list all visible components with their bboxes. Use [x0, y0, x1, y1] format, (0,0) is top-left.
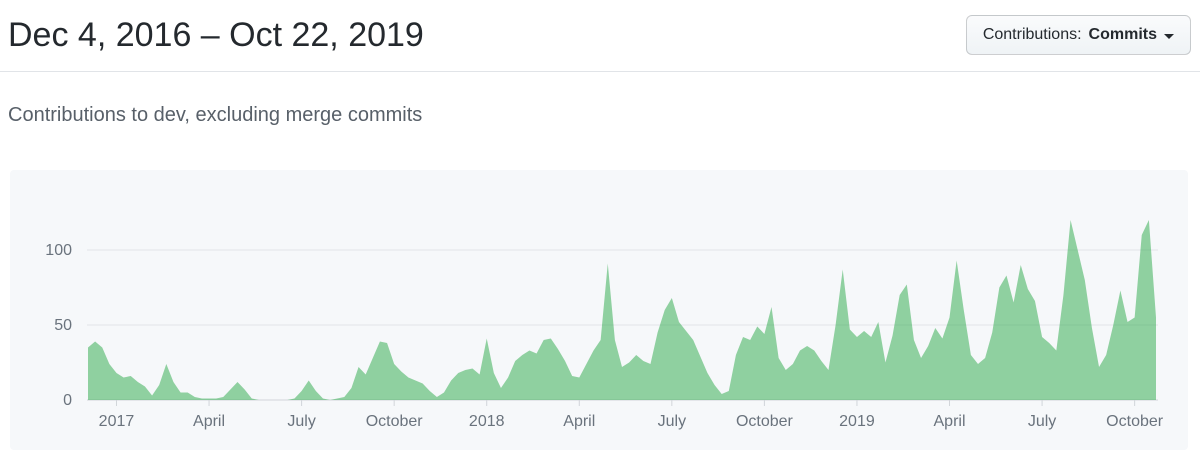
page-title: Dec 4, 2016 – Oct 22, 2019 — [8, 16, 424, 54]
filter-button-label: Contributions: — [982, 26, 1082, 43]
chevron-down-icon — [1164, 33, 1174, 39]
x-axis-label: April — [193, 413, 225, 430]
y-axis-label: 100 — [45, 242, 72, 259]
x-axis-label: October — [1106, 413, 1164, 430]
chart-description: Contributions to dev, excluding merge co… — [8, 104, 423, 126]
y-axis-label: 50 — [54, 317, 72, 334]
x-axis-label: 2019 — [839, 413, 875, 430]
contributions-graph-card: 0 50 100 2017 April July October 2018 April July O… — [10, 170, 1188, 450]
page-header: Dec 4, 2016 – Oct 22, 2019 Contributions… — [0, 0, 1200, 72]
x-axis-label: 2017 — [99, 413, 135, 430]
x-axis-label: October — [736, 413, 794, 430]
x-axis-label: October — [366, 413, 424, 430]
x-axis-label: July — [658, 413, 686, 430]
contributions-filter-button[interactable]: Contributions: Commits — [965, 15, 1191, 55]
x-axis-label: April — [563, 413, 595, 430]
y-axis-label: 0 — [63, 392, 72, 409]
commit-area-series — [88, 220, 1156, 400]
x-axis-label: 2018 — [469, 413, 505, 430]
x-axis-label: July — [287, 413, 315, 430]
x-axis-label: July — [1028, 413, 1056, 430]
filter-button-selected-value: Commits — [1088, 26, 1157, 43]
x-axis-label: April — [934, 413, 966, 430]
contributions-page: Dec 4, 2016 – Oct 22, 2019 Contributions… — [0, 0, 1200, 450]
commit-activity-area-chart[interactable]: 0 50 100 2017 April July October 2018 April July O… — [10, 170, 1188, 450]
